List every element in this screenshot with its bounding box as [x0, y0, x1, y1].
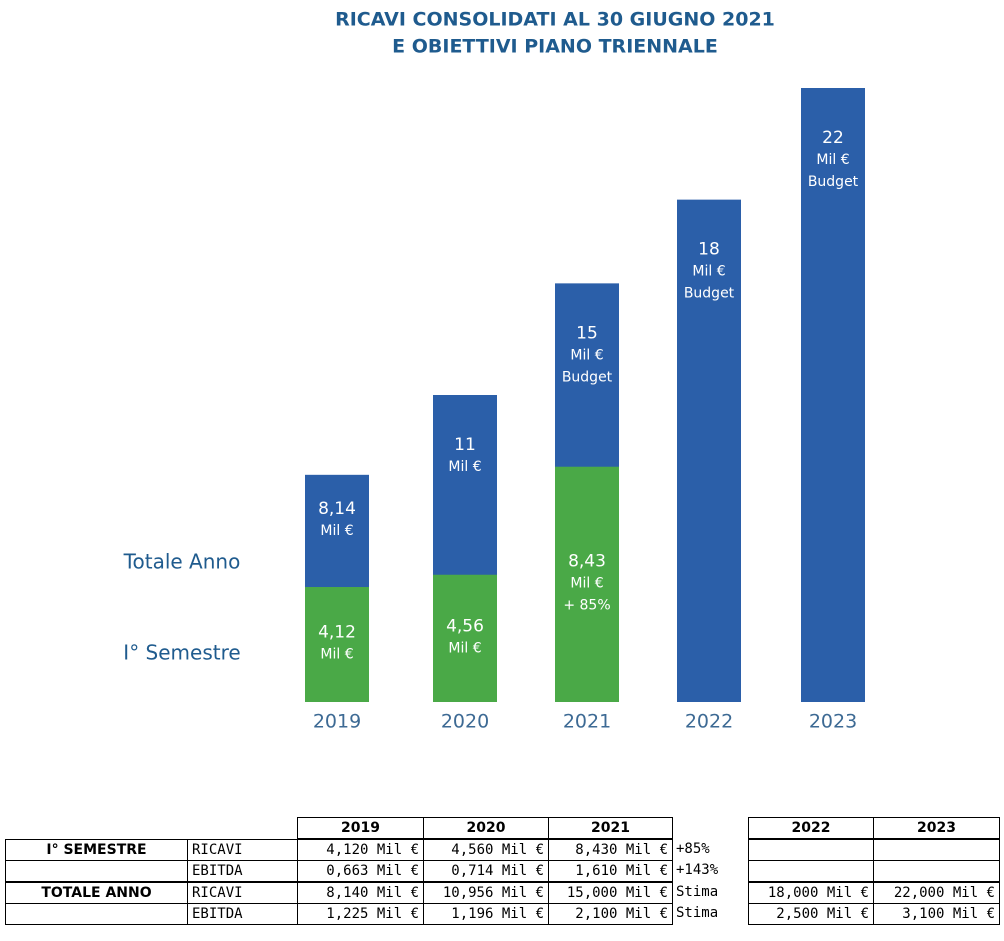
- table-cell: Stima: [676, 883, 719, 900]
- bar: [305, 587, 369, 702]
- table-cell: 8,430 Mil €: [548, 838, 673, 861]
- table-cell: RICAVI: [187, 881, 298, 904]
- data-label: 4,12: [318, 623, 356, 643]
- chart-title: E OBIETTIVI PIANO TRIENNALE: [392, 36, 718, 58]
- x-tick-label: 2020: [441, 711, 489, 733]
- data-label: Mil €: [570, 575, 603, 591]
- table-cell: 4,120 Mil €: [297, 838, 424, 861]
- data-label: Mil €: [816, 152, 849, 168]
- bar: [555, 466, 619, 702]
- chart: RICAVI CONSOLIDATI AL 30 GIUGNO 2021 E O…: [123, 9, 865, 733]
- table-cell: [748, 860, 874, 882]
- data-label: 8,14: [318, 499, 356, 519]
- data-label: 8,43: [568, 551, 606, 571]
- data-label: Mil €: [448, 640, 481, 656]
- table-cell: 2023: [873, 817, 1000, 839]
- table-cell: 4,560 Mil €: [423, 838, 549, 861]
- x-tick-label: 2019: [313, 711, 361, 733]
- data-label: Mil €: [320, 523, 353, 539]
- x-tick-label: 2021: [563, 711, 611, 733]
- table-cell: EBITDA: [187, 903, 298, 925]
- data-label: Mil €: [692, 264, 725, 280]
- chart-title: RICAVI CONSOLIDATI AL 30 GIUGNO 2021: [335, 9, 775, 31]
- bar: [801, 88, 865, 702]
- data-label: Budget: [684, 286, 735, 302]
- table-cell: 0,663 Mil €: [297, 860, 424, 882]
- table-cell: Stima: [676, 905, 719, 921]
- table-cell: +85%: [676, 840, 710, 857]
- x-tick-label: 2023: [809, 711, 857, 733]
- table-cell: 3,100 Mil €: [873, 903, 1000, 925]
- table-cell: 2,100 Mil €: [548, 903, 673, 925]
- data-label: + 85%: [563, 597, 610, 613]
- table-cell: 2,500 Mil €: [748, 903, 874, 925]
- data-label: Mil €: [448, 459, 481, 475]
- data-label: Mil €: [570, 347, 603, 363]
- table-cell: +143%: [676, 862, 719, 878]
- data-label: 15: [576, 323, 598, 343]
- table-cell: [873, 860, 1000, 882]
- table-cell: 2021: [548, 817, 673, 839]
- table-cell: TOTALE ANNO: [5, 881, 188, 904]
- data-label: 22: [822, 128, 844, 148]
- data-label: Budget: [562, 369, 613, 385]
- data-label: 18: [698, 240, 720, 260]
- data-label: Budget: [808, 174, 859, 190]
- data-label: 4,56: [446, 616, 484, 636]
- table-cell: 2020: [423, 817, 549, 839]
- table-cell: 2022: [748, 817, 874, 839]
- table-cell: 1,610 Mil €: [548, 860, 673, 882]
- table-cell: 8,140 Mil €: [297, 881, 424, 904]
- table-cell: EBITDA: [187, 860, 298, 882]
- bar: [433, 574, 497, 702]
- legend-label: Totale Anno: [123, 550, 241, 574]
- table-cell: I° SEMESTRE: [5, 838, 188, 861]
- data-label: Mil €: [320, 647, 353, 663]
- table-cell: 15,000 Mil €: [548, 881, 673, 904]
- table-cell: 10,956 Mil €: [423, 881, 549, 904]
- table-cell: 2019: [297, 817, 424, 839]
- table-cell: 22,000 Mil €: [873, 881, 1000, 904]
- bar: [677, 199, 741, 703]
- table-cell: [748, 838, 874, 861]
- table-cell: [873, 838, 1000, 861]
- table-cell: [5, 903, 188, 925]
- table-cell: 1,196 Mil €: [423, 903, 549, 925]
- table-cell: [5, 860, 188, 882]
- table-cell: 18,000 Mil €: [748, 881, 874, 904]
- table-cell: 1,225 Mil €: [297, 903, 424, 925]
- table-cell: 0,714 Mil €: [423, 860, 549, 882]
- table-cell: RICAVI: [187, 838, 298, 861]
- data-label: 11: [454, 435, 476, 455]
- legend-label: I° Semestre: [123, 641, 240, 665]
- x-tick-label: 2022: [685, 711, 733, 733]
